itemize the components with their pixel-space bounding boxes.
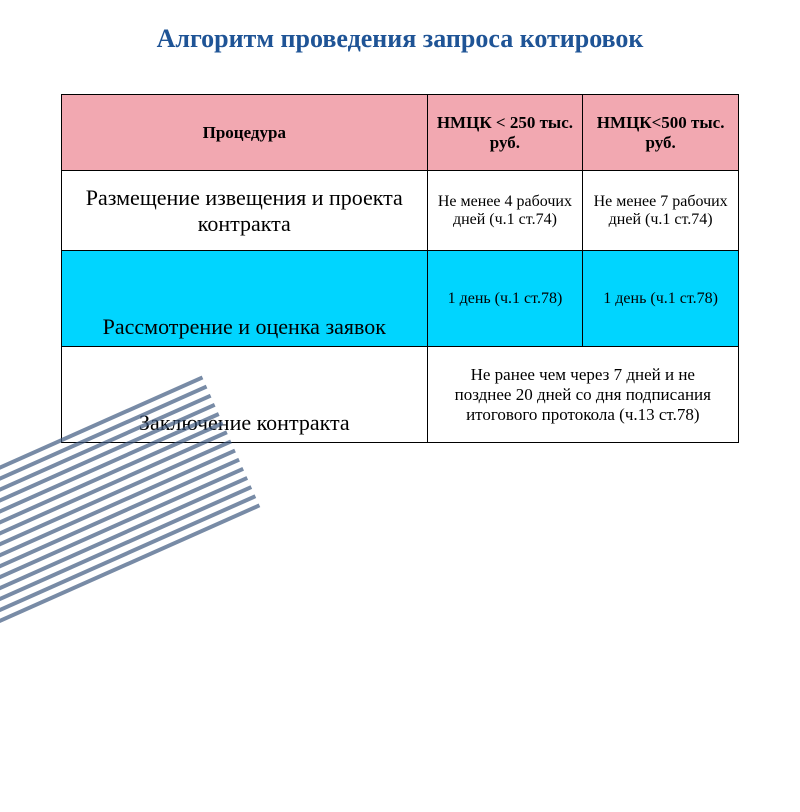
- cell-250-1: Не менее 4 рабочих дней (ч.1 ст.74): [427, 171, 583, 251]
- page-title: Алгоритм проведения запроса котировок: [0, 24, 800, 54]
- table-container: Процедура НМЦК < 250 тыс. руб. НМЦК<500 …: [61, 94, 739, 443]
- cell-procedure-2: Рассмотрение и оценка заявок: [62, 251, 428, 347]
- header-nmck-250: НМЦК < 250 тыс. руб.: [427, 95, 583, 171]
- table-row: Заключение контракта Не ранее чем через …: [62, 347, 739, 443]
- cell-500-2: 1 день (ч.1 ст.78): [583, 251, 739, 347]
- table-row: Размещение извещения и проекта контракта…: [62, 171, 739, 251]
- header-procedure: Процедура: [62, 95, 428, 171]
- header-nmck-500: НМЦК<500 тыс. руб.: [583, 95, 739, 171]
- cell-250-2: 1 день (ч.1 ст.78): [427, 251, 583, 347]
- table-header-row: Процедура НМЦК < 250 тыс. руб. НМЦК<500 …: [62, 95, 739, 171]
- cell-500-1: Не менее 7 рабочих дней (ч.1 ст.74): [583, 171, 739, 251]
- cell-merged-3: Не ранее чем через 7 дней и не позднее 2…: [427, 347, 738, 443]
- cell-procedure-3: Заключение контракта: [62, 347, 428, 443]
- table-row: Рассмотрение и оценка заявок 1 день (ч.1…: [62, 251, 739, 347]
- quotation-table: Процедура НМЦК < 250 тыс. руб. НМЦК<500 …: [61, 94, 739, 443]
- cell-procedure-1: Размещение извещения и проекта контракта: [62, 171, 428, 251]
